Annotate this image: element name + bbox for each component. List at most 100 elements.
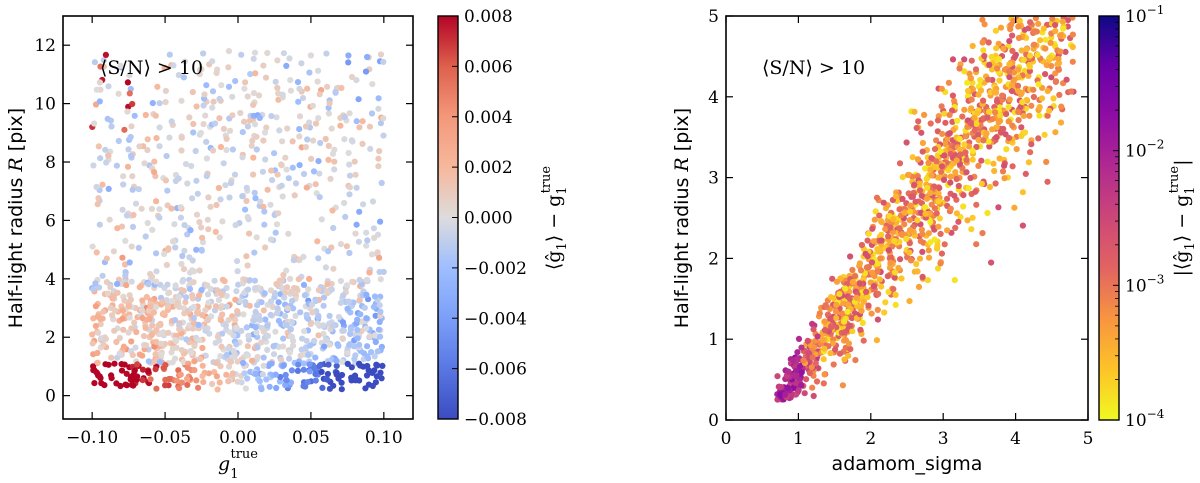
left-axis-ticks: −0.10 −0.05 0.00 0.05 0.10 0 2 4 6 8 10 12 <box>34 16 413 448</box>
colorbar-tick-label: −0.006 <box>464 360 527 380</box>
left-xlabel: g1true <box>218 447 258 482</box>
scatter-point <box>1057 48 1064 55</box>
scatter-point <box>899 174 906 181</box>
scatter-point <box>144 219 151 227</box>
scatter-point <box>803 376 810 383</box>
scatter-point <box>238 327 245 334</box>
scatter-point <box>849 328 856 335</box>
scatter-point <box>1006 61 1013 68</box>
scatter-point <box>967 74 974 81</box>
y-tick-label: 8 <box>45 153 56 173</box>
scatter-point <box>283 267 290 274</box>
scatter-point <box>135 186 142 193</box>
scatter-point <box>796 363 804 370</box>
scatter-point <box>917 238 924 245</box>
scatter-point <box>848 315 856 322</box>
scatter-point <box>282 371 289 379</box>
scatter-point <box>233 341 240 348</box>
scatter-point <box>1042 71 1049 78</box>
scatter-point <box>267 236 275 243</box>
scatter-point <box>195 321 202 328</box>
scatter-point <box>151 158 158 165</box>
scatter-point <box>1015 23 1022 30</box>
scatter-point <box>846 295 853 302</box>
x-tick-label: −0.10 <box>66 428 118 448</box>
scatter-point <box>919 148 926 155</box>
scatter-point <box>979 39 986 46</box>
scatter-point <box>1055 55 1062 63</box>
scatter-point <box>954 117 961 124</box>
scatter-point <box>332 89 339 96</box>
right-colorbar: 10−4 10−3 10−2 10−1 |⟨ĝ1⟩ − g1true| <box>1098 3 1198 431</box>
scatter-point <box>326 385 333 392</box>
scatter-point <box>331 166 338 173</box>
scatter-point <box>918 129 925 136</box>
scatter-point <box>372 312 379 319</box>
scatter-point <box>259 168 266 175</box>
scatter-point <box>349 138 356 145</box>
scatter-point <box>164 281 171 288</box>
scatter-point <box>1068 88 1075 95</box>
scatter-point <box>115 137 122 145</box>
scatter-point <box>116 350 123 357</box>
scatter-point <box>999 92 1006 99</box>
scatter-point <box>992 180 999 187</box>
scatter-point <box>316 362 323 370</box>
scatter-point <box>182 299 189 306</box>
scatter-point <box>869 225 876 232</box>
scatter-point <box>316 91 323 98</box>
scatter-point <box>120 173 127 180</box>
scatter-point <box>975 162 982 169</box>
scatter-point <box>1003 111 1010 118</box>
scatter-point <box>795 387 802 394</box>
scatter-point <box>287 275 294 282</box>
scatter-point <box>129 100 136 108</box>
scatter-point <box>239 193 246 200</box>
scatter-point <box>214 386 221 393</box>
scatter-point <box>304 379 311 386</box>
scatter-point <box>356 341 363 348</box>
scatter-point <box>907 202 914 209</box>
scatter-point <box>896 160 904 167</box>
scatter-point <box>232 316 239 323</box>
scatter-point <box>196 337 203 344</box>
scatter-point <box>129 173 136 180</box>
scatter-point <box>153 327 160 334</box>
scatter-point <box>971 114 978 121</box>
scatter-point <box>914 217 921 224</box>
scatter-point <box>891 274 898 281</box>
scatter-point <box>270 351 278 358</box>
scatter-point <box>961 141 968 148</box>
scatter-point <box>1052 129 1059 136</box>
scatter-point <box>993 98 1001 105</box>
scatter-point <box>1040 25 1047 32</box>
scatter-point <box>280 335 287 342</box>
scatter-point <box>790 358 797 365</box>
scatter-point <box>94 370 101 377</box>
scatter-point <box>263 124 270 131</box>
scatter-point <box>355 238 362 245</box>
scatter-point <box>798 382 805 389</box>
scatter-point <box>226 127 234 134</box>
scatter-point <box>937 230 944 237</box>
scatter-point <box>312 120 320 127</box>
scatter-point <box>374 249 381 256</box>
left-annotation: ⟨S/N⟩ > 10 <box>100 57 203 79</box>
scatter-point <box>264 322 271 329</box>
scatter-point <box>190 315 197 322</box>
scatter-point <box>892 301 899 308</box>
scatter-point <box>115 90 122 97</box>
colorbar-tick-label: −0.004 <box>464 309 527 329</box>
scatter-point <box>845 340 853 347</box>
scatter-point <box>269 177 276 184</box>
scatter-point <box>849 278 857 286</box>
scatter-point <box>113 380 120 387</box>
scatter-point <box>350 299 357 306</box>
scatter-point <box>270 343 277 350</box>
scatter-point <box>1059 18 1066 25</box>
scatter-point <box>138 205 145 212</box>
scatter-point <box>1036 112 1043 119</box>
scatter-point <box>130 211 137 219</box>
scatter-point <box>124 108 131 115</box>
scatter-point <box>199 344 206 352</box>
